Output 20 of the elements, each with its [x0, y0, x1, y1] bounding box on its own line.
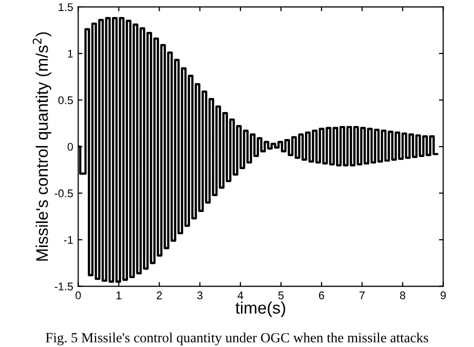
x-tick-label: 7: [360, 292, 365, 300]
x-tick-label: 1: [116, 292, 122, 300]
x-tick-label: 2: [156, 291, 162, 300]
x-axis-title: time(s): [235, 301, 286, 318]
x-tick-label: 3: [197, 291, 202, 300]
y-tick-label: 1.5: [58, 3, 73, 12]
x-tick-label: 9: [440, 291, 446, 300]
x-tick-label: 6: [319, 291, 324, 300]
x-tick-label: 4: [238, 292, 244, 300]
y-axis-title: Missile's control quantity (m/s$^{2}$): [32, 32, 52, 261]
x-tick-label: 0: [76, 291, 81, 300]
y-tick-label: -1.5: [54, 282, 73, 290]
y-tick-label: 1: [68, 50, 73, 58]
y-tick-label: -0.5: [54, 189, 73, 198]
y-tick-label: -1: [64, 236, 73, 244]
y-tick-label: 0.5: [58, 96, 73, 104]
caption: Fig. 5 Missile's control quantity under OGC when the missile attacks: [46, 332, 428, 346]
y-tick-label: 0: [68, 142, 73, 151]
x-tick-label: 5: [278, 292, 284, 300]
x-tick-label: 8: [400, 291, 406, 300]
